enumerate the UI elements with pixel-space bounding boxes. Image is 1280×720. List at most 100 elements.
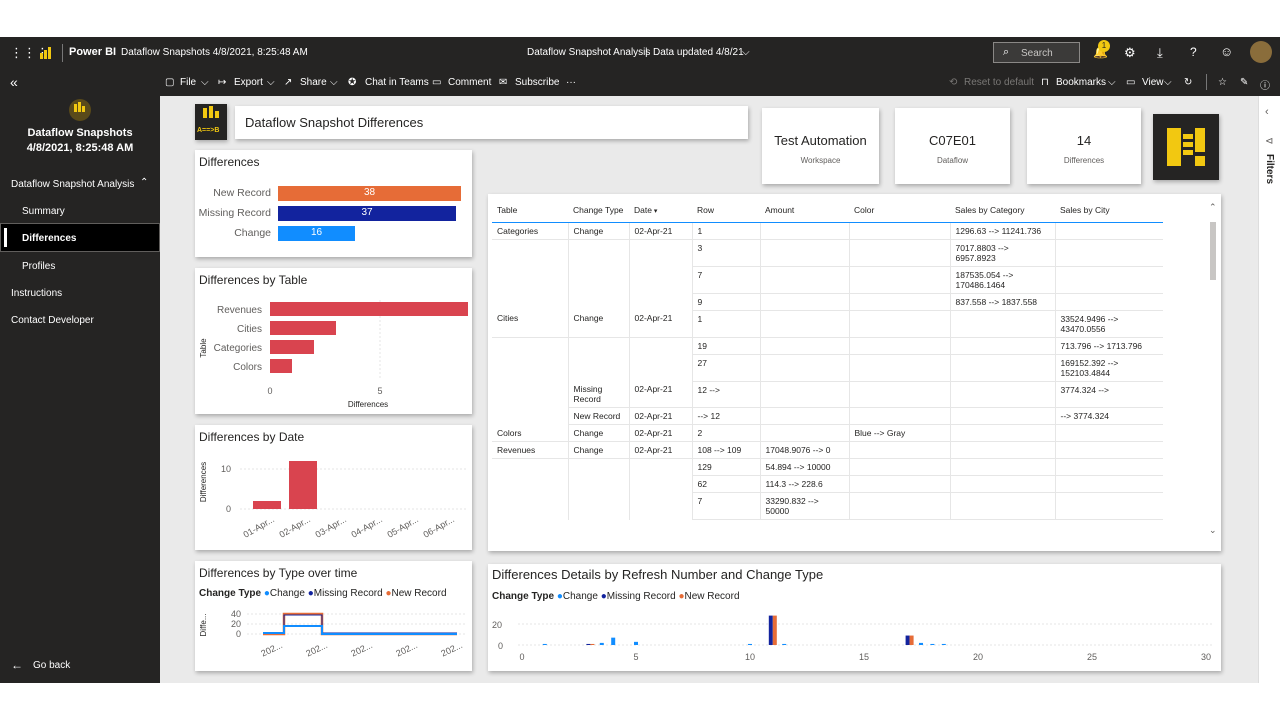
legend-missing-record[interactable]: Missing Record [313, 588, 383, 599]
scroll-down-icon[interactable]: ⌄ [1209, 525, 1217, 535]
column-header[interactable]: Table [492, 199, 568, 223]
download-icon[interactable]: ⤓ [1157, 45, 1163, 60]
bar[interactable] [611, 637, 616, 645]
collapse-nav-icon[interactable]: « [10, 74, 18, 90]
column-header[interactable]: Row [692, 199, 760, 223]
nav-item-summary[interactable]: Summary [22, 206, 65, 217]
bar[interactable] [599, 642, 604, 645]
info-icon[interactable]: ⓘ [1260, 81, 1270, 92]
chevron-down-icon[interactable]: ⌵ [1164, 77, 1172, 88]
chevron-down-icon[interactable]: ⌵ [267, 77, 275, 88]
table-row[interactable]: Missing Record 02-Apr-21 12 --> 3774.324 --… [492, 381, 1163, 408]
bar[interactable] [270, 359, 292, 373]
star-icon[interactable]: ☆ [1218, 77, 1227, 88]
bar[interactable] [270, 340, 314, 354]
arrow-left-icon[interactable]: ← [11, 658, 23, 672]
bar[interactable] [586, 643, 591, 645]
chat-in-teams-button[interactable]: Chat in Teams [365, 77, 429, 88]
series-change[interactable] [263, 625, 457, 635]
bar[interactable] [748, 643, 752, 645]
column-header[interactable]: Date ▾ [629, 199, 692, 223]
gear-icon[interactable]: ⚙ [1124, 45, 1136, 60]
chevron-left-icon[interactable]: ‹ [1265, 106, 1269, 118]
table-row[interactable]: 7 33290.832 --> 50000 [492, 492, 1163, 520]
table-row[interactable]: Revenues Change 02-Apr-21 108 --> 109 17048.… [492, 441, 1163, 459]
table-row[interactable]: 3 7017.8803 --> 6957.8923 [492, 239, 1163, 267]
bar[interactable] [919, 642, 923, 645]
bar[interactable] [542, 643, 547, 645]
table-row[interactable]: 27 169152.392 --> 152103.4844 [492, 354, 1163, 382]
bar[interactable] [253, 501, 281, 509]
table-row[interactable]: Categories Change 02-Apr-21 1 1296.63 --> 11… [492, 222, 1163, 240]
export-menu[interactable]: Export [234, 77, 263, 88]
bar[interactable] [270, 321, 336, 335]
table-row[interactable]: New Record 02-Apr-21 --> 12 --> 3774.324 [492, 407, 1163, 425]
table-row[interactable]: Cities Change 02-Apr-21 1 33524.9496 --> 434… [492, 310, 1163, 338]
bar[interactable] [768, 615, 773, 645]
reset-to-default-button[interactable]: Reset to default [964, 77, 1035, 88]
bar[interactable]: 38 [278, 186, 461, 201]
scroll-thumb[interactable] [1210, 222, 1216, 280]
table-row[interactable]: Colors Change 02-Apr-21 2 Blue --> Gray [492, 424, 1163, 442]
bar[interactable] [930, 643, 935, 645]
chevron-down-icon[interactable]: ⌵ [742, 47, 750, 58]
search-input[interactable]: Search [1021, 48, 1053, 59]
data-updated[interactable]: Data updated 4/8/21 [653, 47, 744, 58]
bar[interactable] [270, 302, 468, 316]
column-header[interactable]: Change Type [568, 199, 629, 223]
chevron-down-icon[interactable]: ⌵ [330, 77, 338, 88]
bookmarks-menu[interactable]: Bookmarks [1056, 77, 1107, 88]
bar[interactable] [905, 635, 910, 645]
file-menu[interactable]: File [180, 77, 197, 88]
legend-new-record[interactable]: New Record [391, 588, 447, 599]
subscribe-button[interactable]: Subscribe [515, 77, 560, 88]
bar[interactable] [909, 635, 914, 645]
go-back-button[interactable]: Go back [33, 660, 71, 671]
refresh-icon[interactable]: ↻ [1184, 77, 1193, 88]
chevron-up-icon[interactable]: ⌃ [140, 177, 149, 188]
column-header[interactable]: Sales by Category [950, 199, 1055, 223]
bar[interactable]: 16 [278, 226, 355, 241]
bar[interactable] [634, 641, 638, 645]
bar[interactable] [289, 461, 317, 509]
table-row[interactable]: 129 54.894 --> 10000 [492, 458, 1163, 476]
sort-desc-icon[interactable]: ▾ [651, 208, 658, 216]
nav-item-profiles[interactable]: Profiles [22, 261, 56, 272]
comment-button[interactable]: Comment [448, 77, 492, 88]
bar[interactable] [590, 643, 595, 645]
chevron-down-icon[interactable]: ⌵ [201, 77, 209, 88]
legend-new-record[interactable]: New Record [684, 591, 740, 602]
more-options-button[interactable]: ··· [566, 77, 576, 88]
search-box[interactable]: ⌕ Search [993, 42, 1080, 63]
share-menu[interactable]: Share [300, 77, 327, 88]
bar[interactable] [941, 643, 946, 645]
avatar[interactable] [1250, 41, 1272, 63]
nav-item-instructions[interactable]: Instructions [11, 288, 63, 299]
scroll-up-icon[interactable]: ⌃ [1209, 202, 1217, 212]
legend-missing-record[interactable]: Missing Record [606, 591, 676, 602]
table-row[interactable]: 62 114.3 --> 228.6 [492, 475, 1163, 493]
chevron-down-icon[interactable]: ⌵ [1108, 77, 1116, 88]
table-scrollbar[interactable]: ⌃ ⌄ [1208, 200, 1218, 545]
legend-change[interactable]: Change [562, 591, 598, 602]
table-row[interactable]: 7 187535.054 --> 170486.1464 [492, 266, 1163, 294]
bar[interactable]: 37 [278, 206, 456, 221]
app-launcher-icon[interactable]: ⋮⋮⋮ [10, 45, 49, 60]
column-header[interactable]: Color [849, 199, 950, 223]
view-menu[interactable]: View [1142, 77, 1164, 88]
nav-section-analysis[interactable]: Dataflow Snapshot Analysis [11, 179, 135, 190]
nav-item-differences[interactable]: Differences [0, 223, 160, 252]
legend-change[interactable]: Change [269, 588, 305, 599]
bar[interactable] [782, 643, 787, 645]
column-header[interactable]: Sales by City [1055, 199, 1163, 223]
app-name[interactable]: Power BI [69, 46, 117, 58]
filters-pane[interactable]: ‹ ⊲ Filters [1258, 96, 1280, 683]
help-icon[interactable]: ? [1190, 45, 1197, 59]
nav-item-contact-developer[interactable]: Contact Developer [11, 315, 94, 326]
table-row[interactable]: 9 837.558 --> 1837.558 [492, 293, 1163, 311]
bar[interactable] [772, 615, 777, 645]
table-row[interactable]: 19 713.796 --> 1713.796 [492, 337, 1163, 355]
edit-icon[interactable]: ✎ [1240, 77, 1249, 88]
column-header[interactable]: Amount [760, 199, 849, 223]
filters-label[interactable]: Filters [1264, 154, 1275, 185]
